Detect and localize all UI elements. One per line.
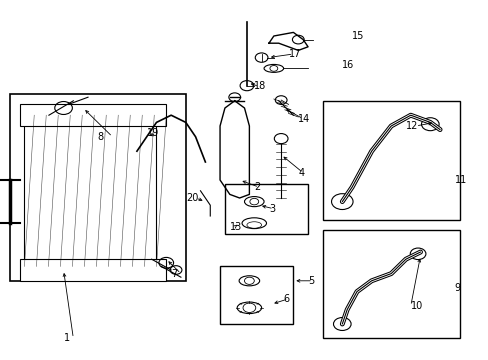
Text: 20: 20 (185, 193, 198, 203)
Bar (224, 184, 307, 234)
Text: 2: 2 (254, 182, 260, 192)
Text: 3: 3 (268, 204, 275, 214)
Bar (322, 230, 459, 338)
Bar (20, 259, 166, 281)
Bar (20, 104, 166, 126)
Text: 13: 13 (229, 222, 242, 232)
Text: 12: 12 (405, 121, 417, 131)
Text: 17: 17 (288, 49, 300, 59)
Text: 5: 5 (307, 276, 314, 286)
Text: 10: 10 (410, 301, 422, 311)
Text: 6: 6 (283, 294, 289, 304)
Bar (322, 101, 459, 220)
Text: 7: 7 (171, 269, 177, 279)
Text: 9: 9 (454, 283, 460, 293)
Text: 18: 18 (254, 81, 266, 91)
Text: 16: 16 (342, 60, 354, 70)
Text: 11: 11 (454, 175, 466, 185)
Bar (24, 115, 156, 266)
Text: 15: 15 (351, 31, 364, 41)
FancyBboxPatch shape (10, 94, 185, 281)
Text: 1: 1 (63, 333, 70, 343)
Text: 8: 8 (98, 132, 104, 142)
Bar (220, 266, 293, 324)
Text: 4: 4 (298, 168, 304, 178)
Text: 19: 19 (146, 128, 159, 138)
Text: 14: 14 (298, 114, 310, 124)
